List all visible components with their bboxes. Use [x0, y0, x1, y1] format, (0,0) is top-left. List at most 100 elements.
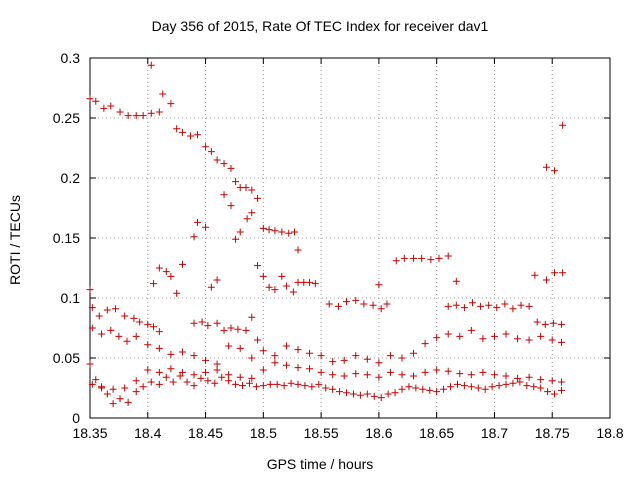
data-point	[190, 233, 198, 241]
data-point	[525, 373, 533, 381]
data-point	[433, 388, 441, 396]
data-point	[479, 368, 487, 376]
data-point	[88, 324, 96, 332]
data-point	[225, 371, 233, 379]
data-point	[282, 342, 290, 350]
data-point	[537, 376, 545, 384]
data-point	[467, 326, 475, 334]
data-point	[352, 352, 360, 360]
data-point	[239, 382, 247, 390]
data-point	[88, 380, 96, 388]
data-point	[340, 372, 348, 380]
data-point	[103, 306, 111, 314]
data-point	[248, 313, 256, 321]
data-point	[315, 380, 323, 388]
data-point	[514, 374, 522, 382]
data-point	[271, 359, 279, 367]
data-point	[278, 228, 286, 236]
data-point	[375, 373, 383, 381]
data-point	[242, 184, 250, 192]
y-tick-label: 0	[72, 410, 80, 426]
data-point	[178, 368, 186, 376]
data-point	[109, 385, 117, 393]
data-point	[280, 382, 288, 390]
data-point	[410, 254, 418, 262]
data-point	[167, 100, 175, 108]
data-point	[452, 301, 460, 309]
data-point	[204, 377, 212, 385]
data-point	[211, 379, 219, 387]
data-point	[426, 386, 434, 394]
data-point	[502, 380, 510, 388]
data-point	[220, 191, 228, 199]
data-point	[213, 360, 221, 368]
y-tick-label: 0.25	[53, 110, 80, 126]
data-point	[557, 320, 565, 328]
x-tick-label: 18.75	[535, 425, 570, 441]
data-point	[551, 390, 559, 398]
y-axis-label: ROTI / TECUs	[7, 195, 23, 285]
data-point	[559, 269, 567, 277]
y-tick-label: 0.1	[61, 290, 81, 306]
data-point	[132, 332, 140, 340]
chart-title: Day 356 of 2015, Rate Of TEC Index for r…	[151, 18, 489, 34]
data-point	[232, 235, 240, 243]
data-point	[370, 392, 378, 400]
data-point	[525, 336, 533, 344]
data-point	[155, 264, 163, 272]
data-point	[537, 332, 545, 340]
data-point	[144, 320, 152, 328]
data-point	[551, 269, 559, 277]
data-point	[150, 323, 158, 331]
data-point	[377, 394, 385, 402]
data-point	[265, 226, 273, 234]
data-point	[418, 254, 426, 262]
data-point	[329, 385, 337, 393]
data-point	[453, 380, 461, 388]
data-point	[311, 280, 319, 288]
data-point	[207, 148, 215, 156]
data-point	[392, 257, 400, 265]
data-point	[479, 335, 487, 343]
data-point	[259, 224, 267, 232]
data-point	[490, 371, 498, 379]
data-point	[236, 344, 244, 352]
data-point	[190, 382, 198, 390]
data-point	[468, 299, 476, 307]
data-point	[173, 289, 181, 297]
data-point	[541, 320, 549, 328]
data-point	[386, 352, 394, 360]
data-point	[173, 125, 181, 133]
data-point	[265, 283, 273, 291]
data-point	[317, 352, 325, 360]
y-tick-label: 0.2	[61, 170, 81, 186]
data-point	[340, 356, 348, 364]
data-point	[220, 326, 228, 334]
data-point	[159, 90, 167, 98]
data-point	[447, 383, 455, 391]
x-tick-label: 18.4	[134, 425, 161, 441]
data-point	[278, 272, 286, 280]
data-point	[86, 286, 94, 294]
data-point	[474, 384, 482, 392]
data-point	[259, 272, 267, 280]
data-point	[245, 379, 253, 387]
data-point	[349, 390, 357, 398]
data-point	[509, 379, 517, 387]
data-point	[88, 304, 96, 312]
data-point	[150, 280, 158, 288]
data-point	[155, 368, 163, 376]
data-point	[155, 344, 163, 352]
data-point	[254, 262, 262, 270]
data-point	[287, 379, 295, 387]
x-axis-label: GPS time / hours	[266, 456, 374, 472]
data-point	[103, 390, 111, 398]
data-point	[144, 341, 152, 349]
data-point	[248, 354, 256, 362]
data-point	[410, 349, 418, 357]
data-point	[169, 378, 177, 386]
data-point	[460, 382, 468, 390]
data-point	[329, 371, 337, 379]
data-point	[204, 322, 212, 330]
data-point	[516, 378, 524, 386]
